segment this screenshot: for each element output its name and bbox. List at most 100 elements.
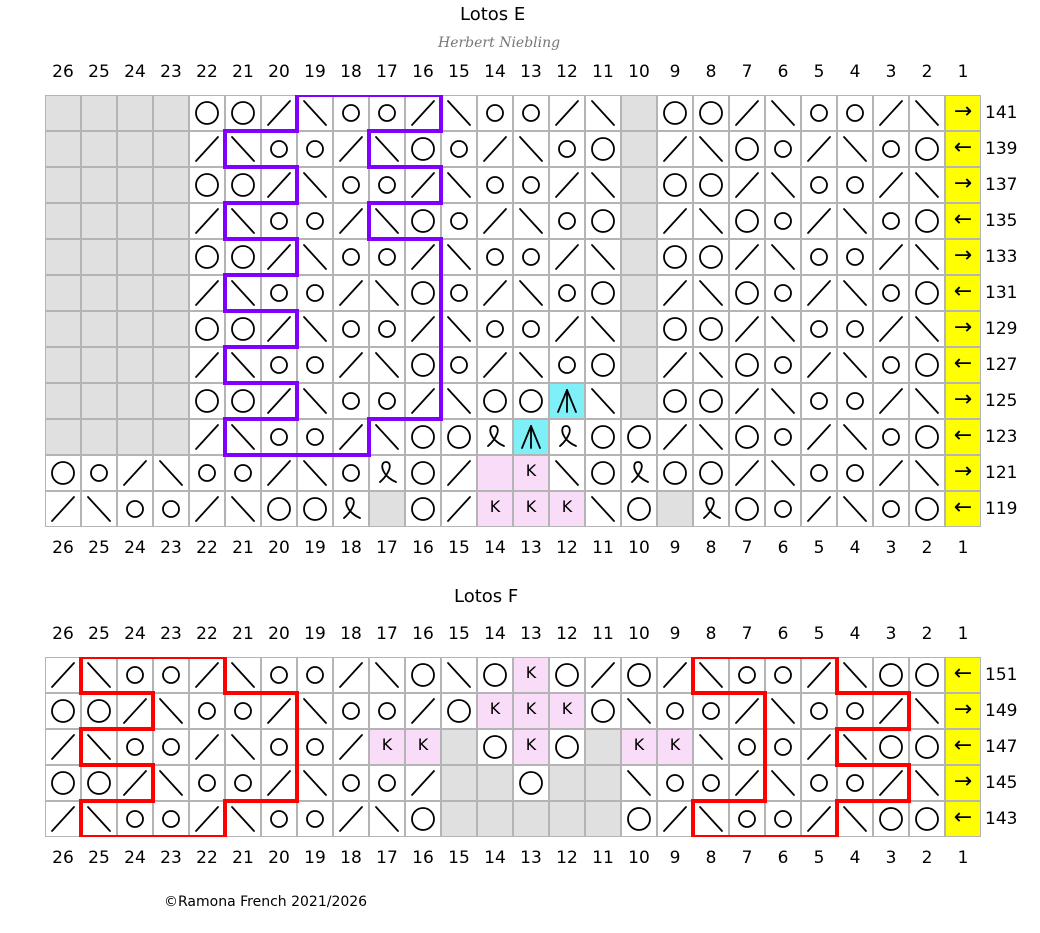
ssk-left-slant-icon <box>771 460 795 486</box>
arrow-left-icon: ← <box>953 351 973 376</box>
yarn-over-icon <box>126 738 144 756</box>
chart-cell <box>261 657 297 693</box>
knit-symbol: K <box>381 735 393 754</box>
chart-cell <box>657 801 693 837</box>
chart-cell <box>333 347 369 383</box>
chart-cell <box>477 275 513 311</box>
large-yarn-over-icon <box>699 461 723 485</box>
large-yarn-over-icon <box>915 281 939 305</box>
chart-cell <box>657 239 693 275</box>
chart-cell <box>729 239 765 275</box>
chart-cell <box>369 801 405 837</box>
ssk-left-slant-icon <box>231 496 255 522</box>
yarn-over-icon <box>234 464 252 482</box>
large-yarn-over-icon <box>663 389 687 413</box>
k2tog-right-slant-icon <box>879 770 903 796</box>
ssk-left-slant-icon <box>375 352 399 378</box>
k2tog-right-slant-icon <box>879 698 903 724</box>
ssk-left-slant-icon <box>303 460 327 486</box>
yarn-over-icon <box>774 356 792 374</box>
ssk-left-slant-icon <box>519 136 543 162</box>
ssk-left-slant-icon <box>231 352 255 378</box>
k2tog-right-slant-icon <box>411 316 435 342</box>
column-number: 2 <box>921 538 933 558</box>
column-number: 2 <box>921 848 933 868</box>
chart-cell <box>549 203 585 239</box>
yarn-over-icon <box>342 320 360 338</box>
chart-cell <box>117 765 153 801</box>
ssk-left-slant-icon <box>915 172 939 198</box>
chart-cell <box>333 491 369 527</box>
row-direction-arrow: → <box>945 765 981 801</box>
chart-cell <box>477 203 513 239</box>
no-stitch-cell <box>81 167 117 203</box>
column-number: 23 <box>160 538 182 558</box>
row-direction-arrow: ← <box>945 657 981 693</box>
no-stitch-cell <box>153 95 189 131</box>
k2tog-right-slant-icon <box>807 496 831 522</box>
knit-symbol: K <box>489 497 501 516</box>
chart-cell <box>873 491 909 527</box>
chart-cell <box>333 765 369 801</box>
chart-cell <box>585 347 621 383</box>
chart-cell <box>765 657 801 693</box>
knit-stitch-cell: K <box>513 729 549 765</box>
no-stitch-cell <box>81 419 117 455</box>
k2tog-right-slant-icon <box>663 280 687 306</box>
large-yarn-over-icon <box>915 807 939 831</box>
chart-cell <box>297 419 333 455</box>
no-stitch-cell <box>621 95 657 131</box>
column-number: 24 <box>124 624 146 644</box>
chart-cell <box>117 801 153 837</box>
yarn-over-icon <box>378 104 396 122</box>
chart-cell <box>189 765 225 801</box>
chart-cell <box>873 275 909 311</box>
yarn-over-icon <box>162 810 180 828</box>
arrow-right-icon: → <box>953 769 973 794</box>
column-number: 11 <box>592 538 614 558</box>
chart-cell <box>261 275 297 311</box>
chart-cell <box>441 657 477 693</box>
chart-cell <box>441 239 477 275</box>
arrow-left-icon: ← <box>953 279 973 304</box>
large-yarn-over-icon <box>699 317 723 341</box>
chart-cell <box>297 801 333 837</box>
chart-cell <box>333 167 369 203</box>
column-number: 10 <box>628 848 650 868</box>
chart-cell <box>513 239 549 275</box>
chart-cell <box>477 419 513 455</box>
chart-cell <box>477 657 513 693</box>
chart-cell <box>549 239 585 275</box>
chart-cell <box>513 347 549 383</box>
chart-cell <box>693 347 729 383</box>
chart-cell <box>729 383 765 419</box>
chart-cell <box>873 801 909 837</box>
no-stitch-cell <box>153 311 189 347</box>
no-stitch-cell <box>81 383 117 419</box>
chart-cell <box>693 203 729 239</box>
chart-cell <box>261 383 297 419</box>
large-yarn-over-icon <box>627 425 651 449</box>
ssk-left-slant-icon <box>627 698 651 724</box>
column-number: 14 <box>484 62 506 82</box>
large-yarn-over-icon <box>231 173 255 197</box>
yarn-over-icon <box>522 176 540 194</box>
knit-symbol: K <box>525 699 537 718</box>
column-number: 11 <box>592 624 614 644</box>
chart-cell <box>153 455 189 491</box>
column-number: 6 <box>777 538 789 558</box>
no-stitch-cell <box>621 167 657 203</box>
column-number: 11 <box>592 848 614 868</box>
ssk-left-slant-icon <box>591 496 615 522</box>
chart-cell <box>837 657 873 693</box>
chart-f-title: Lotos F <box>454 586 519 607</box>
k2tog-right-slant-icon <box>879 172 903 198</box>
k2tog-right-slant-icon <box>339 352 363 378</box>
chart-cell <box>657 347 693 383</box>
chart-cell <box>81 765 117 801</box>
no-stitch-cell <box>81 347 117 383</box>
large-yarn-over-icon <box>699 173 723 197</box>
chart-cell <box>189 131 225 167</box>
chart-cell <box>657 765 693 801</box>
yarn-over-icon <box>270 810 288 828</box>
